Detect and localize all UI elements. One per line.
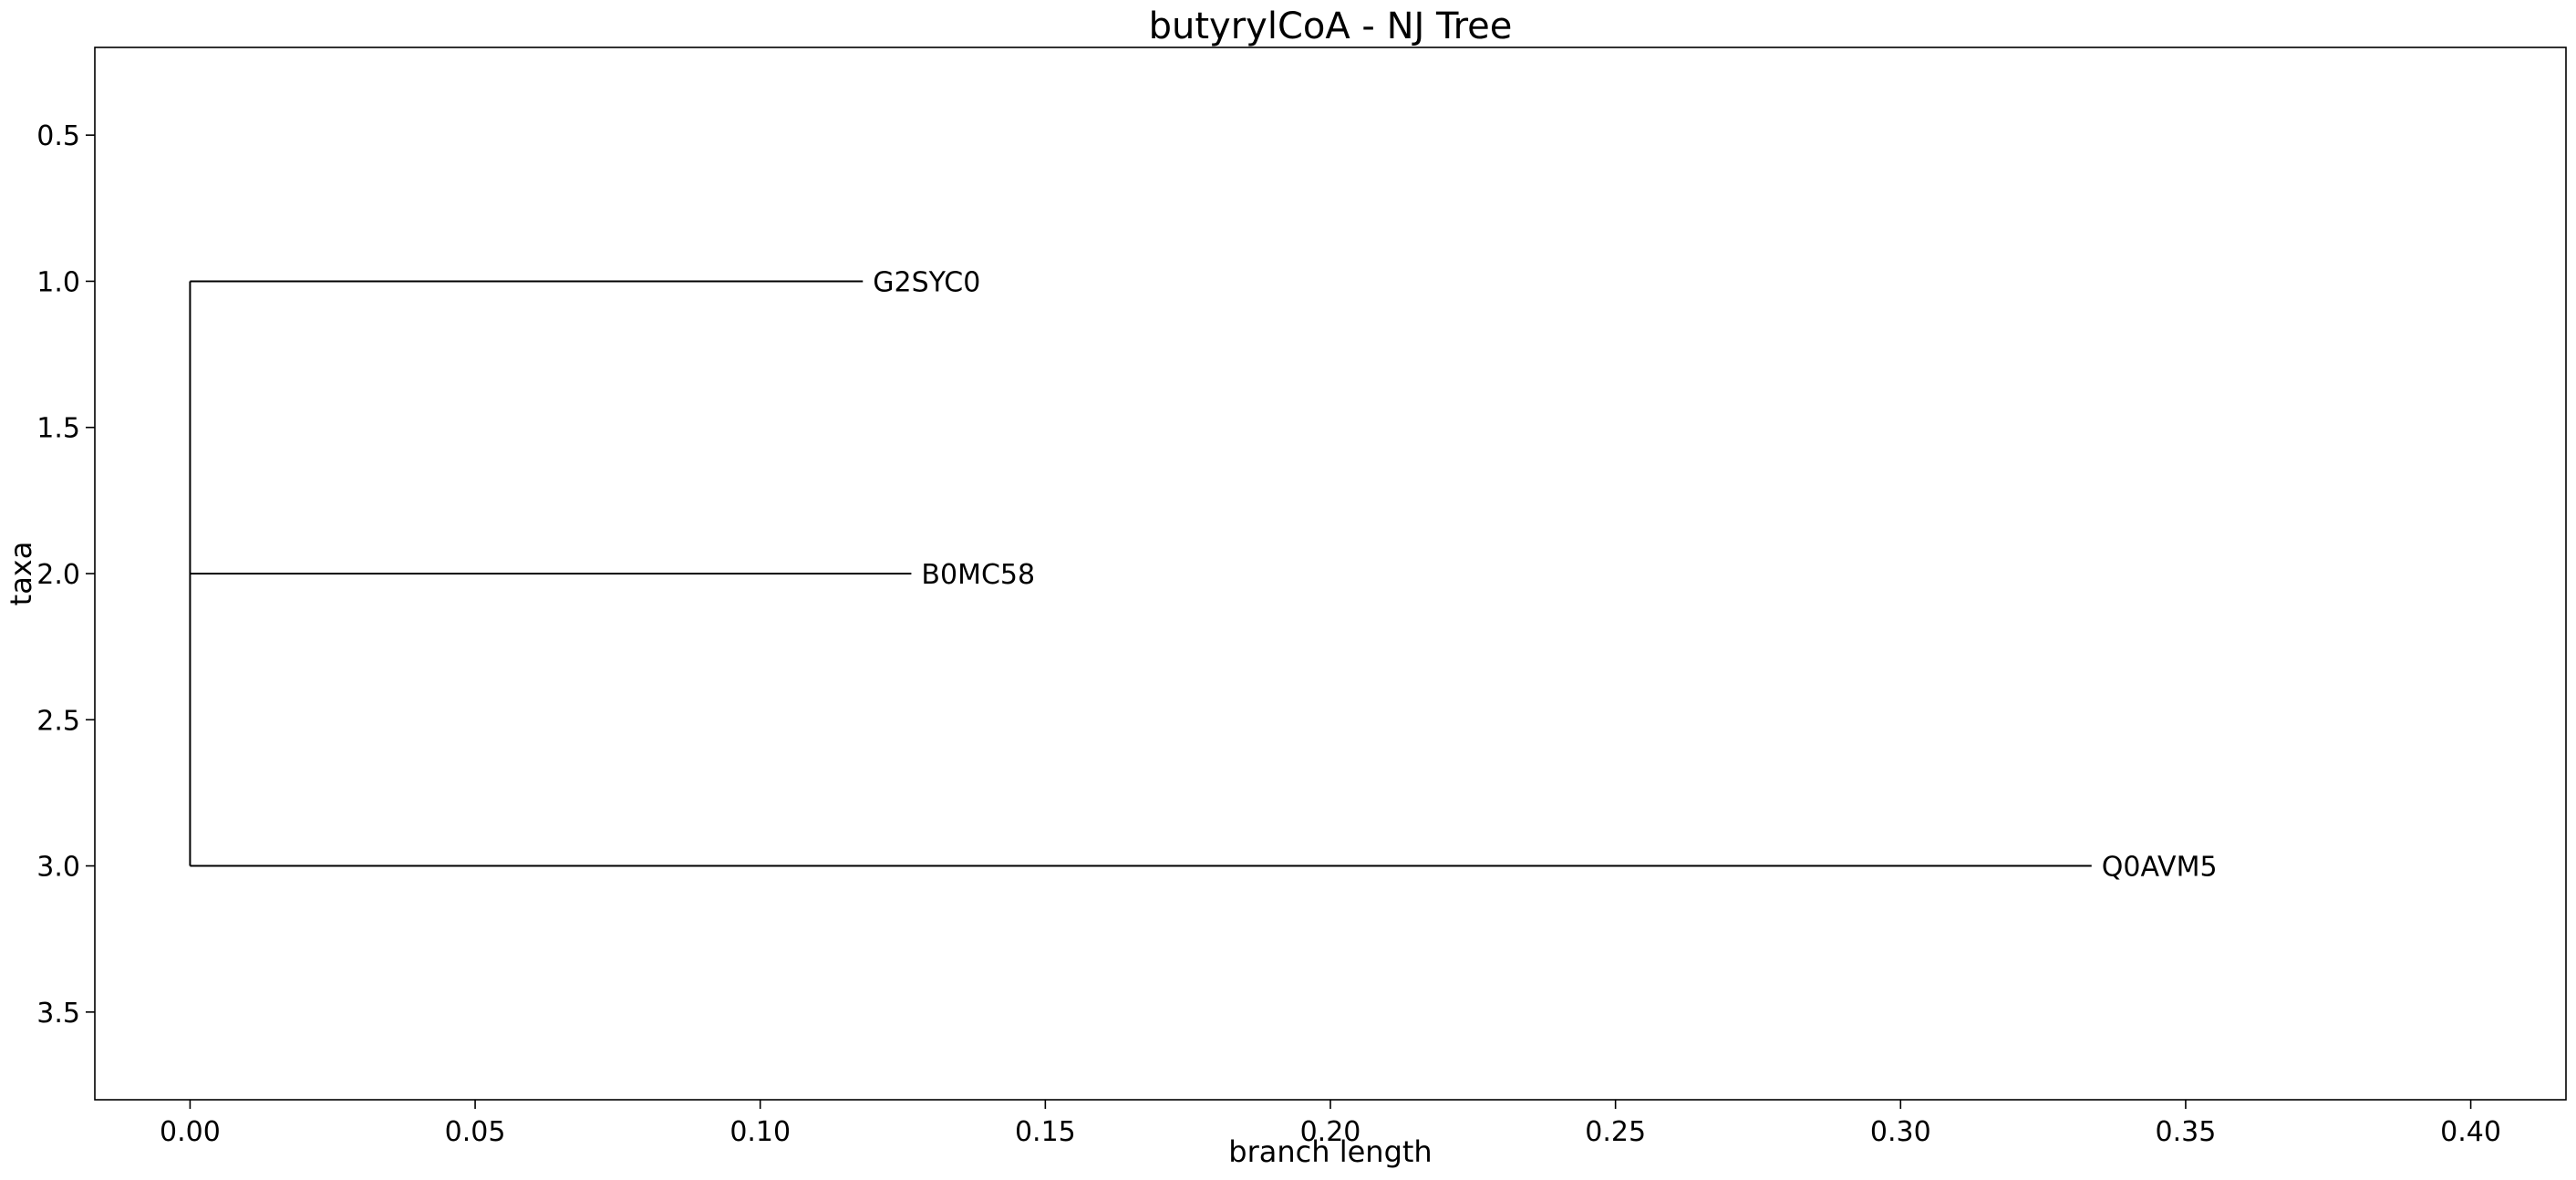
chart-title: butyrylCoA - NJ Tree bbox=[1149, 5, 1513, 47]
x-tick-label: 0.00 bbox=[160, 1116, 221, 1148]
x-tick-label: 0.35 bbox=[2156, 1116, 2217, 1148]
x-tick-label: 0.25 bbox=[1585, 1116, 1646, 1148]
y-axis: 0.5 1.0 1.5 2.0 2.5 3.0 3.5 bbox=[36, 120, 95, 1030]
x-tick-label: 0.30 bbox=[1870, 1116, 1931, 1148]
x-tick-label: 0.40 bbox=[2440, 1116, 2501, 1148]
x-tick-label: 0.15 bbox=[1015, 1116, 1076, 1148]
leaf-label-g2syc0: G2SYC0 bbox=[873, 266, 980, 298]
y-tick-label: 2.0 bbox=[36, 559, 80, 591]
y-tick-label: 3.0 bbox=[36, 852, 80, 884]
x-tick-label: 0.10 bbox=[729, 1116, 791, 1148]
x-tick-label: 0.20 bbox=[1300, 1116, 1361, 1148]
y-tick-label: 3.5 bbox=[36, 998, 80, 1030]
y-tick-label: 1.0 bbox=[36, 266, 80, 298]
y-tick-label: 2.5 bbox=[36, 705, 80, 737]
x-tick-label: 0.05 bbox=[445, 1116, 506, 1148]
y-axis-label: taxa bbox=[4, 542, 38, 606]
x-axis: 0.00 0.05 0.10 0.15 0.20 0.25 0.30 0.35 0.40 bbox=[160, 1100, 2501, 1148]
x-axis-label: branch length bbox=[1228, 1134, 1432, 1169]
tree-branches bbox=[189, 280, 2092, 867]
leaf-labels: G2SYC0 B0MC58 Q0AVM5 bbox=[873, 266, 2217, 883]
y-tick-label: 0.5 bbox=[36, 120, 80, 152]
leaf-label-q0avm5: Q0AVM5 bbox=[2102, 852, 2218, 884]
leaf-label-b0mc58: B0MC58 bbox=[921, 559, 1035, 591]
y-tick-label: 1.5 bbox=[36, 413, 80, 445]
